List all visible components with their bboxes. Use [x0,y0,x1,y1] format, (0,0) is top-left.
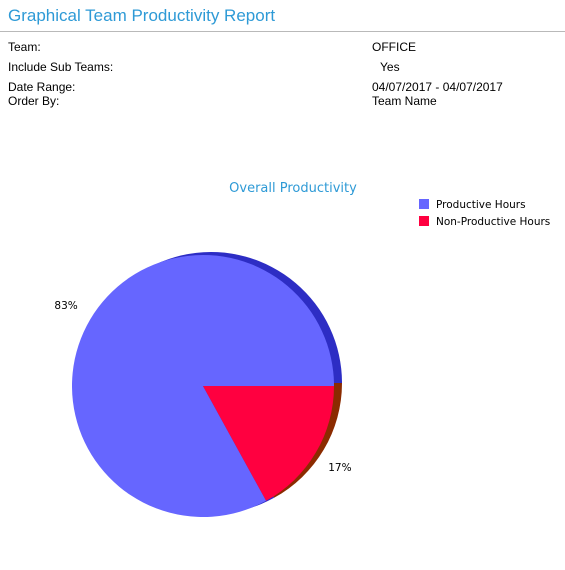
include-sub-teams-label: Include Sub Teams: [8,60,114,74]
slice-label-non-productive-hours: 17% [328,462,351,474]
team-value: OFFICE [372,40,416,54]
pie-chart-canvas: Overall Productivity 83% 17% Productive H… [54,181,550,518]
team-label: Team: [8,40,41,54]
slice-label-productive-hours: 83% [54,300,77,312]
report-title: Graphical Team Productivity Report [8,6,276,25]
pie-slice-productive-hours [71,255,334,518]
legend-swatch-non-productive-hours [419,216,429,226]
legend-label-non-productive-hours: Non-Productive Hours [436,216,550,228]
legend-label-productive-hours: Productive Hours [436,199,526,211]
order-by-value: Team Name [372,94,437,108]
date-range-label: Date Range: [8,80,76,94]
pie-slices [71,255,334,518]
include-sub-teams-value: Yes [380,60,400,74]
title-divider [0,31,565,32]
chart-legend: Productive Hours Non-Productive Hours [419,199,550,228]
chart-title: Overall Productivity [229,181,357,196]
date-range-value: 04/07/2017 - 04/07/2017 [372,80,503,94]
productivity-chart: Overall Productivity 83% 17% Productive H… [0,170,565,570]
legend-swatch-productive-hours [419,199,429,209]
order-by-label: Order By: [8,94,60,108]
pie-slice-labels: 83% 17% [54,300,351,474]
pie-slice-non-productive-hours [203,386,334,501]
